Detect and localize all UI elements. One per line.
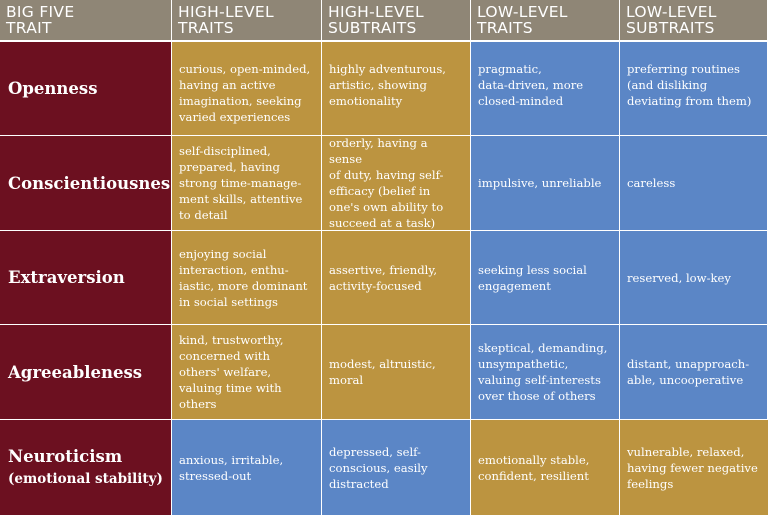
header-low-level-traits: LOW-LEVEL TRAITS bbox=[471, 0, 620, 42]
agreeableness-low-subtraits: distant, unapproach- able, uncooperative bbox=[620, 325, 768, 420]
neuroticism-high-traits: anxious, irritable, stressed-out bbox=[172, 420, 322, 516]
openness-high-traits: curious, open-minded, having an active i… bbox=[172, 42, 322, 136]
extraversion-low-traits: seeking less social engagement bbox=[471, 231, 620, 325]
conscientiousness-low-traits: impulsive, unreliable bbox=[471, 136, 620, 231]
conscientiousness-high-subtraits: orderly, having a sense of duty, having … bbox=[322, 136, 471, 231]
trait-neuroticism: Neuroticism (emotional stability) bbox=[0, 420, 172, 516]
neuroticism-low-traits: emotionally stable, confident, resilient bbox=[471, 420, 620, 516]
trait-name: Extraversion bbox=[8, 268, 125, 287]
trait-conscientiousness: Conscientiousness bbox=[0, 136, 172, 231]
agreeableness-high-subtraits: modest, altruistic, moral bbox=[322, 325, 471, 420]
trait-name: Openness bbox=[8, 79, 98, 98]
neuroticism-high-subtraits: depressed, self- conscious, easily distr… bbox=[322, 420, 471, 516]
extraversion-low-subtraits: reserved, low-key bbox=[620, 231, 768, 325]
openness-low-traits: pragmatic, data-driven, more closed-mind… bbox=[471, 42, 620, 136]
header-high-level-subtraits: HIGH-LEVEL SUBTRAITS bbox=[322, 0, 471, 42]
agreeableness-high-traits: kind, trustworthy, concerned with others… bbox=[172, 325, 322, 420]
neuroticism-low-subtraits: vulnerable, relaxed, having fewer negati… bbox=[620, 420, 768, 516]
header-big-five-trait: BIG FIVE TRAIT bbox=[0, 0, 172, 42]
trait-name: Conscientiousness bbox=[8, 173, 172, 193]
openness-low-subtraits: preferring routines (and disliking devia… bbox=[620, 42, 768, 136]
conscientiousness-low-subtraits: careless bbox=[620, 136, 768, 231]
trait-openness: Openness bbox=[0, 42, 172, 136]
trait-name: Agreeableness bbox=[8, 362, 143, 382]
trait-name: Neuroticism bbox=[8, 446, 123, 466]
header-low-level-subtraits: LOW-LEVEL SUBTRAITS bbox=[620, 0, 768, 42]
agreeableness-low-traits: skeptical, demanding, unsympathetic, val… bbox=[471, 325, 620, 420]
conscientiousness-high-traits: self-disciplined, prepared, having stron… bbox=[172, 136, 322, 231]
header-high-level-traits: HIGH-LEVEL TRAITS bbox=[172, 0, 322, 42]
extraversion-high-traits: enjoying social interaction, enthu- iast… bbox=[172, 231, 322, 325]
openness-high-subtraits: highly adventurous, artistic, showing em… bbox=[322, 42, 471, 136]
trait-agreeableness: Agreeableness bbox=[0, 325, 172, 420]
extraversion-high-subtraits: assertive, friendly, activity-focused bbox=[322, 231, 471, 325]
trait-subtitle: (emotional stability) bbox=[8, 470, 163, 487]
trait-extraversion: Extraversion bbox=[0, 231, 172, 325]
